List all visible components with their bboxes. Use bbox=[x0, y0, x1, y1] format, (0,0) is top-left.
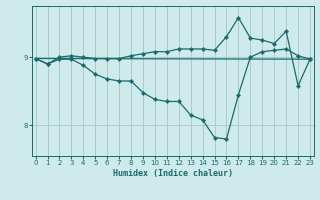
X-axis label: Humidex (Indice chaleur): Humidex (Indice chaleur) bbox=[113, 169, 233, 178]
